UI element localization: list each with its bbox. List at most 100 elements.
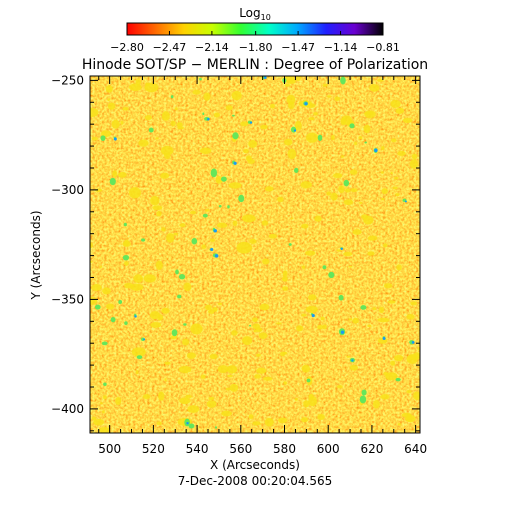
feature-high bbox=[90, 260, 93, 263]
x-tick-label: 540 bbox=[186, 442, 209, 456]
feature-high bbox=[216, 222, 228, 228]
feature-high bbox=[364, 110, 376, 119]
feature-high bbox=[380, 394, 390, 400]
feature-high bbox=[282, 351, 287, 355]
feature-high bbox=[390, 360, 396, 366]
feature-high bbox=[138, 139, 149, 147]
feature-high bbox=[252, 421, 261, 426]
feature-high bbox=[107, 98, 111, 101]
feature-high bbox=[173, 232, 178, 236]
feature-high bbox=[128, 187, 141, 199]
feature-high bbox=[255, 327, 263, 333]
plot-frame bbox=[89, 75, 421, 434]
feature-strong bbox=[218, 205, 222, 208]
feature-high bbox=[254, 374, 261, 379]
feature-high bbox=[170, 120, 176, 127]
feature-high bbox=[343, 199, 354, 206]
feature-high bbox=[352, 317, 359, 324]
colorbar-tick-label: −1.47 bbox=[281, 41, 315, 54]
feature-high bbox=[200, 374, 206, 379]
feature-high bbox=[381, 145, 385, 151]
feature-high bbox=[278, 417, 288, 424]
feature-high bbox=[284, 83, 291, 87]
feature-high bbox=[395, 107, 405, 114]
feature-peak bbox=[340, 247, 343, 251]
feature-strong bbox=[349, 123, 355, 129]
feature-high bbox=[303, 400, 310, 408]
feature-high bbox=[387, 300, 396, 304]
feature-peak bbox=[411, 341, 415, 344]
feature-strong bbox=[215, 426, 218, 429]
feature-high bbox=[179, 397, 191, 405]
feature-high bbox=[217, 365, 229, 374]
feature-high bbox=[334, 96, 341, 101]
feature-high bbox=[93, 418, 105, 426]
feature-high bbox=[161, 227, 166, 232]
feature-strong bbox=[175, 269, 179, 275]
feature-high bbox=[344, 188, 351, 193]
feature-high bbox=[363, 124, 371, 134]
feature-high bbox=[295, 76, 302, 82]
feature-high bbox=[213, 112, 220, 118]
feature-high bbox=[205, 208, 210, 212]
feature-high bbox=[91, 136, 98, 141]
feature-high bbox=[308, 393, 314, 400]
feature-high bbox=[262, 376, 273, 381]
x-tick-label: 580 bbox=[273, 442, 296, 456]
feature-strong bbox=[141, 238, 146, 242]
feature-strong bbox=[227, 205, 230, 209]
feature-high bbox=[261, 220, 269, 226]
feature-high bbox=[99, 265, 102, 268]
feature-high bbox=[327, 95, 332, 98]
feature-strong bbox=[232, 114, 235, 117]
feature-high bbox=[164, 378, 167, 382]
feature-strong bbox=[178, 273, 186, 280]
x-tick-label: 640 bbox=[404, 442, 427, 456]
feature-high bbox=[377, 317, 390, 323]
feature-high bbox=[243, 148, 249, 154]
feature-high bbox=[227, 374, 233, 378]
y-tick-label: −350 bbox=[51, 292, 84, 306]
feature-high bbox=[385, 372, 398, 381]
feature-high bbox=[411, 153, 418, 160]
feature-high bbox=[242, 214, 256, 223]
feature-high bbox=[240, 121, 249, 127]
colorbar-tick-label: −2.47 bbox=[153, 41, 187, 54]
feature-high bbox=[190, 323, 203, 335]
feature-high bbox=[305, 305, 318, 314]
feature-strong bbox=[202, 213, 208, 218]
feature-high bbox=[301, 265, 306, 269]
feature-strong bbox=[238, 194, 245, 203]
feature-high bbox=[358, 201, 363, 204]
feature-high bbox=[301, 313, 307, 317]
feature-high bbox=[106, 303, 115, 310]
feature-high bbox=[215, 176, 223, 184]
feature-high bbox=[231, 90, 242, 101]
feature-high bbox=[367, 235, 378, 241]
chart-title: Hinode SOT/SP − MERLIN : Degree of Polar… bbox=[82, 57, 428, 73]
feature-high bbox=[306, 132, 319, 143]
feature-high bbox=[130, 283, 144, 291]
feature-high bbox=[101, 130, 112, 137]
feature-high bbox=[381, 188, 388, 195]
feature-high bbox=[346, 355, 351, 358]
feature-high bbox=[90, 107, 99, 118]
feature-high bbox=[349, 169, 358, 175]
x-tick-label: 600 bbox=[317, 442, 340, 456]
feature-peak bbox=[263, 76, 267, 79]
feature-high bbox=[98, 426, 111, 433]
feature-strong bbox=[210, 168, 218, 178]
feature-high bbox=[336, 249, 342, 252]
feature-high bbox=[354, 141, 358, 146]
feature-high bbox=[131, 347, 146, 357]
x-tick-label: 620 bbox=[360, 442, 383, 456]
feature-high bbox=[372, 400, 380, 409]
feature-strong bbox=[148, 127, 154, 133]
feature-high bbox=[199, 147, 212, 154]
feature-high bbox=[163, 152, 171, 159]
feature-high bbox=[340, 155, 344, 158]
feature-high bbox=[260, 124, 268, 130]
feature-high bbox=[320, 316, 325, 321]
feature-high bbox=[343, 251, 353, 257]
